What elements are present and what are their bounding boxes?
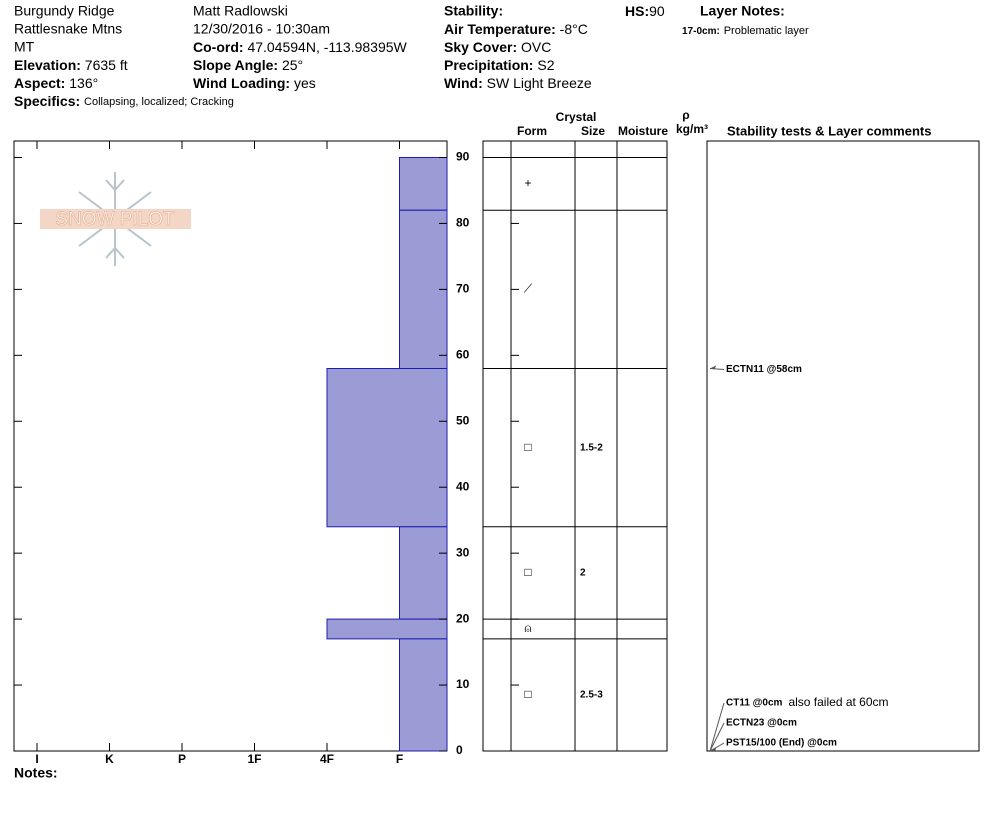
coord: Co-ord: 47.04594N, -113.98395W [193, 39, 408, 55]
y-tick-label: 10 [456, 677, 470, 691]
observer: Matt Radlowski [193, 3, 288, 19]
stability: Stability: [444, 3, 503, 19]
wind-loading: Wind Loading: yes [193, 75, 316, 91]
y-tick-label: 80 [456, 216, 470, 230]
specifics: Specifics: Collapsing, localized; Cracki… [14, 93, 234, 109]
y-tick-label: 40 [456, 479, 470, 493]
table-header: Crystal Form Size Moisture ρ kg/m³ Stabi… [517, 108, 931, 138]
test-label: PST15/100 (End) @0cm [726, 738, 837, 749]
layer-notes-label: Layer Notes: [700, 3, 785, 19]
x-tick-label: F [396, 752, 403, 766]
y-tick-label: 50 [456, 413, 470, 427]
test-comment: also failed at 60cm [788, 695, 888, 709]
slope: Slope Angle: 25° [193, 57, 303, 73]
logo: SNOW PILOT [40, 172, 191, 266]
density-symbol: ρ [682, 108, 689, 122]
grain-size: 2.5-3 [580, 690, 603, 701]
test-arrow [709, 702, 725, 752]
test-label: CT11 @0cm [726, 698, 783, 709]
hardness-bar [326, 618, 448, 640]
grain-form: □ [524, 440, 531, 454]
grain-size: 2 [580, 568, 586, 579]
test-arrow [709, 368, 725, 371]
grain-form: □ [524, 687, 531, 701]
sky: Sky Cover: OVC [444, 39, 551, 55]
x-tick-label: I [35, 752, 38, 766]
grain-size: 1.5-2 [580, 442, 603, 453]
x-tick-label: 1F [247, 752, 261, 766]
grain-form: ⍝ [524, 621, 531, 635]
notes-label: Notes: [14, 765, 58, 781]
location: Burgundy Ridge [14, 3, 115, 19]
grain-form: ⟋ [524, 282, 533, 296]
y-tick-label: 20 [456, 611, 470, 625]
moisture-header: Moisture [618, 124, 668, 138]
density-unit: kg/m³ [676, 122, 708, 136]
air-temp: Air Temperature: -8°C [444, 21, 588, 37]
y-tick-label: 60 [456, 347, 470, 361]
y-tick-label: 90 [456, 150, 470, 164]
x-tick-label: 4F [320, 752, 334, 766]
test-arrow [709, 722, 725, 752]
arrow-head [710, 365, 716, 369]
crystal-header: Crystal [556, 110, 597, 124]
x-tick-label: P [178, 752, 186, 766]
size-header: Size [581, 124, 605, 138]
hardness-bar [399, 526, 448, 620]
range: Rattlesnake Mtns [14, 21, 122, 37]
hardness-bar [399, 638, 448, 752]
comments-header: Stability tests & Layer comments [727, 123, 931, 138]
elevation: Elevation: 7635 ft [14, 57, 128, 73]
test-label: ECTN23 @0cm [726, 718, 797, 729]
form-header: Form [517, 124, 547, 138]
logo-text: SNOW PILOT [55, 209, 175, 230]
layer-note: 17-0cm: Problematic layer [682, 22, 809, 38]
x-tick-label: K [105, 752, 114, 766]
y-tick-label: 70 [456, 282, 470, 296]
wind: Wind: SW Light Breeze [444, 75, 592, 91]
state: MT [14, 39, 35, 55]
grain-form: + [524, 176, 531, 190]
hs: HS:90 [625, 3, 665, 19]
y-tick-label: 30 [456, 545, 470, 559]
y-tick-label: 0 [456, 743, 463, 757]
test-label: ECTN11 @58cm [726, 364, 802, 375]
aspect: Aspect: 136° [14, 75, 98, 91]
hardness-bar [326, 368, 448, 528]
comments-frame [706, 140, 980, 752]
hardness-bar [399, 156, 448, 211]
header: Burgundy Ridge Rattlesnake Mtns MT Eleva… [14, 3, 809, 109]
grain-form: □ [524, 565, 531, 579]
arrow-head [710, 748, 716, 751]
datetime: 12/30/2016 - 10:30am [193, 21, 330, 37]
precip: Precipitation: S2 [444, 57, 555, 73]
test-arrow [709, 742, 725, 752]
